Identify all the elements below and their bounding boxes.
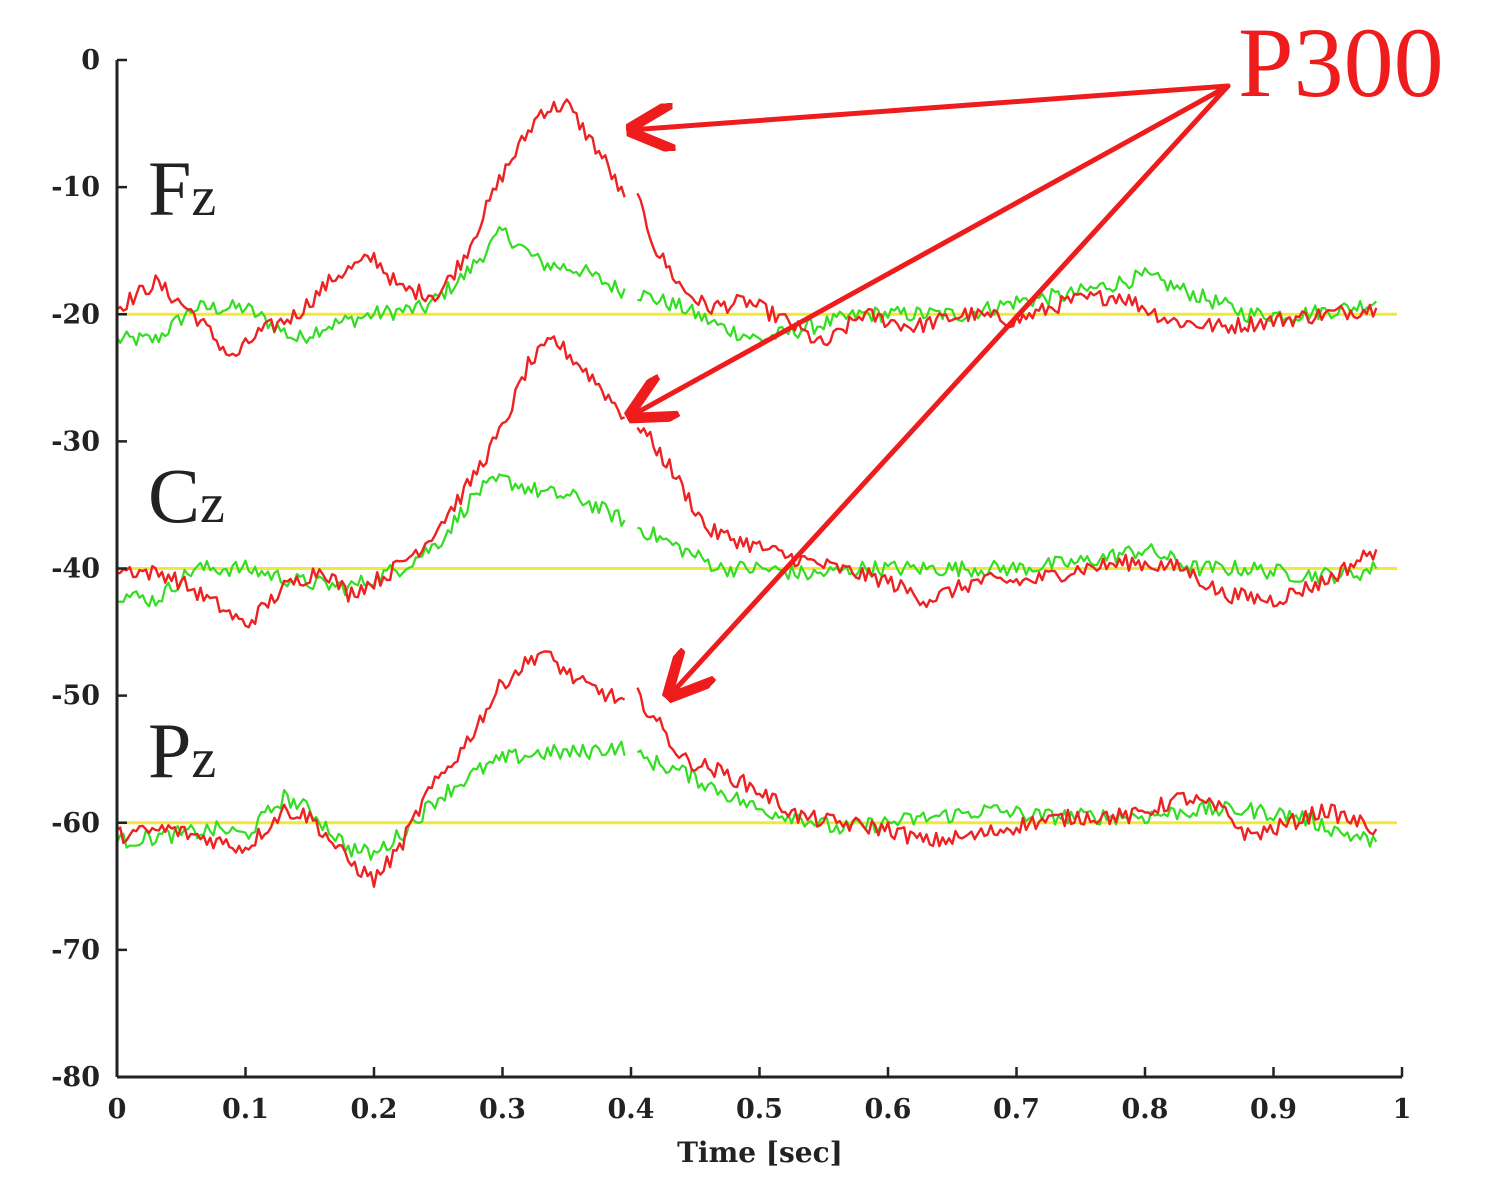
x-tick-label: 0.4: [608, 1094, 655, 1125]
series-pz-nontarget: [115, 740, 1378, 861]
p300-annotation-label: P300: [1238, 7, 1444, 118]
series-layer: [115, 98, 1378, 888]
y-tick-label: -30: [51, 426, 100, 457]
x-tick-label: 0.8: [1122, 1094, 1169, 1125]
ticks-layer: 0 0.1 0.2 0.3 0.4 0.5 0.6 0.7 0.8 0.9 1 0 -10 -20 -30 -…: [51, 45, 1411, 1125]
x-tick-label: 1: [1393, 1094, 1412, 1125]
channel-label-pz: Pz: [148, 707, 216, 794]
y-tick-label: -50: [51, 681, 100, 712]
series-fz-target: [116, 98, 1378, 357]
p300-arrow-1: [631, 83, 1231, 130]
x-tick-label: 0: [108, 1094, 127, 1125]
x-tick-label: 0.6: [865, 1094, 912, 1125]
x-tick-label: 0.5: [736, 1094, 783, 1125]
y-tick-label: -40: [51, 554, 100, 585]
y-tick-label: -70: [51, 935, 100, 966]
channel-labels: Fz Cz Pz: [148, 145, 225, 794]
y-tick-label: -80: [51, 1062, 100, 1093]
x-tick-label: 0.3: [479, 1094, 526, 1125]
series-fz-nontarget: [116, 226, 1378, 347]
channel-label-cz: Cz: [148, 452, 225, 539]
series-cz-target: [116, 335, 1378, 629]
y-tick-label: -60: [51, 808, 100, 839]
x-tick-label: 0.2: [351, 1094, 398, 1125]
x-tick-label: 0.9: [1250, 1094, 1297, 1125]
p300-annotation: [631, 83, 1231, 696]
y-tick-label: -20: [51, 299, 100, 330]
y-tick-label: 0: [81, 45, 100, 76]
baselines-layer: [117, 312, 1397, 825]
p300-arrow-3: [670, 83, 1231, 696]
p300-arrow-2: [631, 83, 1231, 416]
x-tick-label: 0.7: [993, 1094, 1040, 1125]
series-pz-target: [116, 650, 1378, 888]
channel-label-fz: Fz: [148, 145, 216, 232]
x-tick-label: 0.1: [222, 1094, 269, 1125]
y-tick-label: -10: [51, 172, 100, 203]
x-axis-label: Time [sec]: [677, 1136, 843, 1169]
